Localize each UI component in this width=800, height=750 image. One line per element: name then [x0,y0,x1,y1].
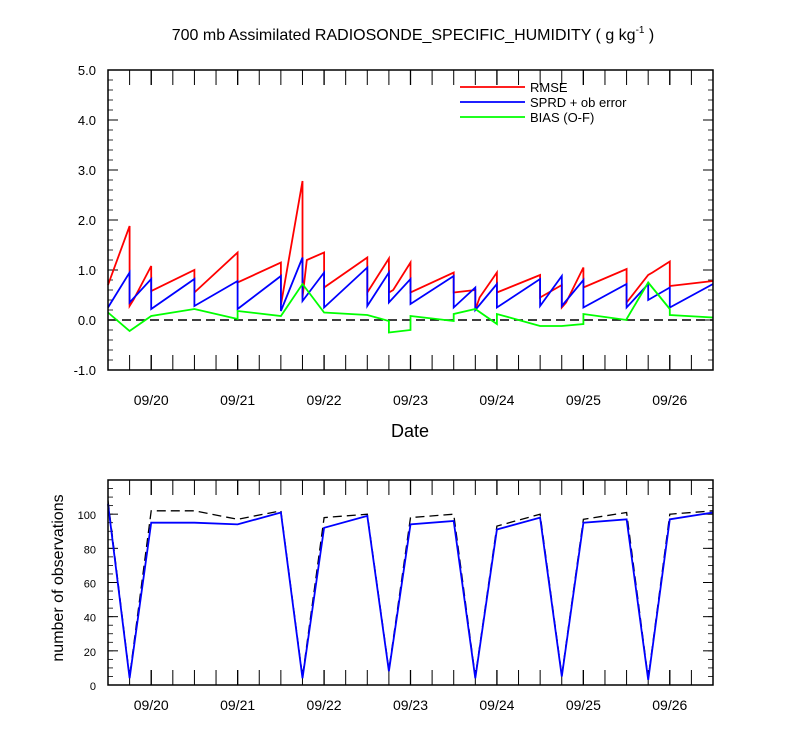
y-tick-label: 5.0 [78,63,96,78]
bias-rmse-panel: 700 mb Assimilated RADIOSONDE_SPECIFIC_H… [74,25,714,441]
series-line-sprd-ob-error [107,257,714,313]
series-line-total-observations [107,500,714,679]
x-tick-label: 09/21 [220,697,255,713]
x-tick-label: 09/24 [479,392,514,408]
observation-count-panel: 0 20 40 60 80 100 09/20 09/21 09/22 09/23 09/24 09/… [50,479,714,713]
legend-label: RMSE [530,80,568,95]
bottom-series-group [107,500,714,681]
y-tick-label: 4.0 [78,113,96,128]
y-tick-label: 2.0 [78,213,96,228]
y-tick-label: 1.0 [78,263,96,278]
y-tick-label: 0.0 [78,313,96,328]
y-tick-label: 40 [84,613,96,625]
top-series-group [107,180,714,334]
series-line-bias-o-f [107,280,714,334]
x-tick-label: 09/26 [652,697,687,713]
y-tick-label: 3.0 [78,163,96,178]
x-tick-label: 09/20 [134,697,169,713]
y-tick-label: 60 [84,579,96,591]
series-line-assimilated-observations [107,503,714,681]
bottom-axes: 0 20 40 60 80 100 09/20 09/21 09/22 09/23 09/24 09/… [78,479,714,713]
top-axes: -1.0 0.0 1.0 2.0 3.0 4.0 5.0 09/20 09/21 09/22 09/… [74,63,714,408]
x-tick-label: 09/24 [479,697,514,713]
x-tick-label: 09/22 [307,697,342,713]
y-tick-label: 80 [84,544,96,556]
y-tick-label: 100 [78,510,96,522]
x-tick-label: 09/25 [566,697,601,713]
y-tick-label: -1.0 [74,363,96,378]
legend-label: BIAS (O-F) [530,110,594,125]
chart-title: 700 mb Assimilated RADIOSONDE_SPECIFIC_H… [172,25,655,44]
x-tick-label: 09/23 [393,697,428,713]
x-axis-label: Date [391,421,429,441]
top-plot-frame [107,69,714,371]
x-tick-label: 09/20 [134,392,169,408]
x-tick-label: 09/23 [393,392,428,408]
y-tick-label: 20 [84,647,96,659]
legend-label: SPRD + ob error [530,95,627,110]
y-axis-label-bottom: number of observations [50,494,67,661]
y-tick-label: 0 [90,681,96,693]
x-tick-label: 09/21 [220,392,255,408]
x-tick-label: 09/25 [566,392,601,408]
bottom-plot-frame [107,479,714,686]
x-tick-label: 09/26 [652,392,687,408]
x-tick-label: 09/22 [307,392,342,408]
